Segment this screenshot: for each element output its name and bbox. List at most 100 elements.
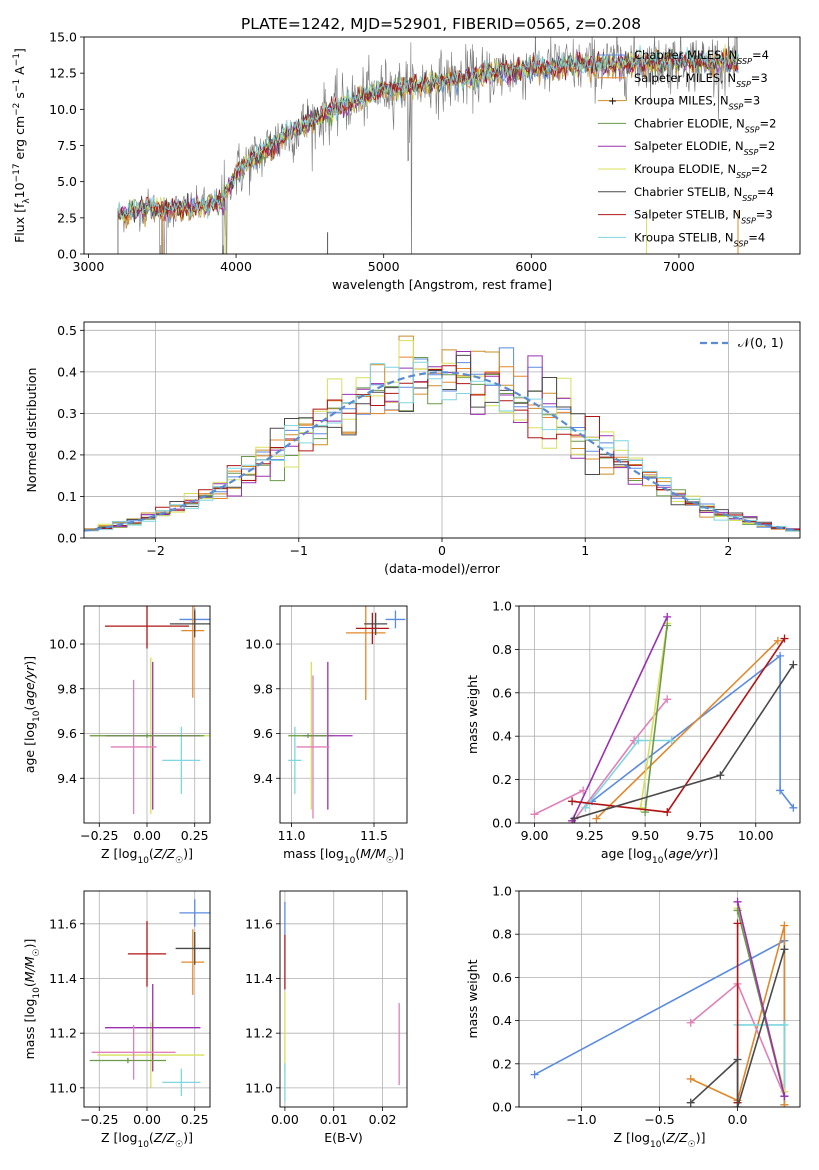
legend-sub: SSP xyxy=(745,125,760,134)
label-part: Normed distribution xyxy=(24,368,39,493)
x-tick-label: 4000 xyxy=(220,259,252,274)
legend-label-1: Salpeter MILES, NSSP=3 xyxy=(634,71,768,89)
panel-residuals: −2 −1 0 1 2 0.0 0.1 0.2 0.3 0.4 0.5 (data-model)/er… xyxy=(24,321,801,576)
y-tick-label: 5.0 xyxy=(57,174,77,189)
label-part: )] xyxy=(183,1130,193,1145)
x-tick-label: 1 xyxy=(581,543,589,558)
massweight-vs-Z-x-label: Z [log10(Z/Z☉)] xyxy=(614,1130,706,1150)
plus-marker xyxy=(579,786,588,795)
axes-frame xyxy=(83,321,801,539)
mass-vs-Z-y-label: mass [log10(M/M☉)] xyxy=(22,939,42,1060)
label-part: 10 xyxy=(12,182,27,198)
axes-frame xyxy=(83,605,211,824)
legend-label-7: Salpeter STELIB, NSSP=3 xyxy=(634,208,773,226)
y-tick-label: 0.6 xyxy=(492,685,512,700)
plus-marker xyxy=(780,1100,789,1107)
label-part: ☉ xyxy=(688,1140,696,1150)
label-part: −17 xyxy=(12,163,22,182)
y-tick-label: 11.4 xyxy=(49,971,77,986)
legend-text: Kroupa ELODIE, N xyxy=(634,162,736,176)
y-tick-label: 0.4 xyxy=(492,1013,512,1028)
y-tick-label: 0.2 xyxy=(57,447,77,462)
legend-label-6: Chabrier STELIB, NSSP=4 xyxy=(634,185,774,203)
spectrum-y-label: Flux [fλ10−17 erg cm−2 s−1 A−1] xyxy=(12,48,32,243)
y-tick-label: 9.6 xyxy=(253,726,273,741)
plus-marker xyxy=(733,919,742,928)
label-part: mass weight xyxy=(465,675,480,754)
y-tick-label: 7.5 xyxy=(57,138,77,153)
x-tick-label: 3000 xyxy=(73,259,105,274)
legend-marker: + xyxy=(608,95,617,108)
age-vs-Z-x-label: Z [log10(Z/Z☉)] xyxy=(101,846,193,866)
x-tick-label: 0.01 xyxy=(320,1112,348,1127)
label-part: Z/Z xyxy=(665,1130,688,1145)
y-tick-label: 0.3 xyxy=(57,406,77,421)
legend-eq: =2 xyxy=(758,139,775,153)
x-tick-label: 0.00 xyxy=(271,1112,299,1127)
plus-marker xyxy=(634,736,643,745)
label-part: mass [log xyxy=(22,999,37,1060)
y-tick-label: 0.2 xyxy=(492,1056,512,1071)
plus-marker xyxy=(663,695,672,704)
x-tick-label: 11.5 xyxy=(360,828,388,843)
model-spectrum-8 xyxy=(117,44,739,220)
label-part: 10 xyxy=(137,1140,149,1150)
legend-text: Kroupa MILES, N xyxy=(634,94,729,108)
y-tick-label: 11.2 xyxy=(49,1026,77,1041)
label-part: ( xyxy=(149,1130,154,1145)
label-part: )] xyxy=(394,846,404,861)
mass-vs-Z-x-label: Z [log10(Z/Z☉)] xyxy=(101,1130,193,1150)
y-tick-label: 1.0 xyxy=(492,884,512,899)
label-part: age [log xyxy=(601,846,652,861)
x-tick-label: −1.0 xyxy=(566,1112,596,1127)
legend-sub: SSP xyxy=(741,216,756,225)
legend-eq: =2 xyxy=(751,162,768,176)
plus-marker xyxy=(789,660,798,669)
model-spectrum-7 xyxy=(117,48,739,221)
y-tick-label: 11.6 xyxy=(49,916,77,931)
label-part: mass [log xyxy=(283,846,344,861)
age-vs-Z-y-label: age [log10(age/yr)] xyxy=(22,656,42,773)
label-part: Z [log xyxy=(101,1130,137,1145)
y-tick-label: 11.2 xyxy=(245,1026,273,1041)
y-tick-label: 0.4 xyxy=(57,364,77,379)
legend-text: Kroupa STELIB, N xyxy=(634,230,734,244)
legend-text: Chabrier STELIB, N xyxy=(634,185,742,199)
label-part: ( xyxy=(149,846,154,861)
label-part: Z/Z xyxy=(153,1130,176,1145)
plus-marker xyxy=(592,814,601,823)
x-tick-label: −2 xyxy=(146,543,164,558)
label-part: M/M xyxy=(360,846,386,861)
mass-weight-line-1 xyxy=(595,640,779,820)
gaussian-curve xyxy=(84,371,798,532)
x-tick-label: −1 xyxy=(290,543,308,558)
y-tick-label: 9.8 xyxy=(253,681,273,696)
plus-marker xyxy=(780,921,789,930)
panel-spectrum: 3000 4000 5000 6000 7000 0.0 2.5 5.0 7.5 10.0 12.5… xyxy=(12,30,801,292)
x-tick-label: 9.75 xyxy=(687,828,715,843)
x-tick-label: 0.02 xyxy=(369,1112,397,1127)
label-part: 10 xyxy=(32,710,42,722)
label-part: wavelength [Angstrom, rest frame] xyxy=(332,277,552,292)
label-part: 10 xyxy=(344,856,356,866)
residuals-x-label: (data-model)/error xyxy=(384,561,501,576)
plus-marker xyxy=(776,651,785,660)
mass-weight-line-6 xyxy=(736,901,786,1097)
plus-marker xyxy=(780,945,789,954)
label-part: age/yr xyxy=(668,846,709,861)
panel-massweight-vs-Z: −1.0 −0.5 0.0 0.0 0.2 0.4 0.6 0.8 1.0 Z [log10(Z/… xyxy=(465,884,801,1150)
x-tick-label: −0.5 xyxy=(644,1112,674,1127)
label-part: ☉ xyxy=(175,856,183,866)
y-tick-label: 9.8 xyxy=(57,681,77,696)
y-tick-label: 9.4 xyxy=(57,771,77,786)
panel-age-vs-Z: −0.25 0.00 0.259.49.69.810.0Z [log10(Z/Z☉)… xyxy=(22,605,211,866)
axes-frame xyxy=(518,890,801,1108)
y-tick-label: 12.5 xyxy=(49,66,77,81)
label-part: )] xyxy=(22,656,37,666)
axes-frame xyxy=(279,890,408,1108)
y-tick-label: 10.0 xyxy=(49,637,77,652)
y-tick-label: 11.4 xyxy=(245,971,273,986)
label-part: (data-model)/error xyxy=(384,561,501,576)
